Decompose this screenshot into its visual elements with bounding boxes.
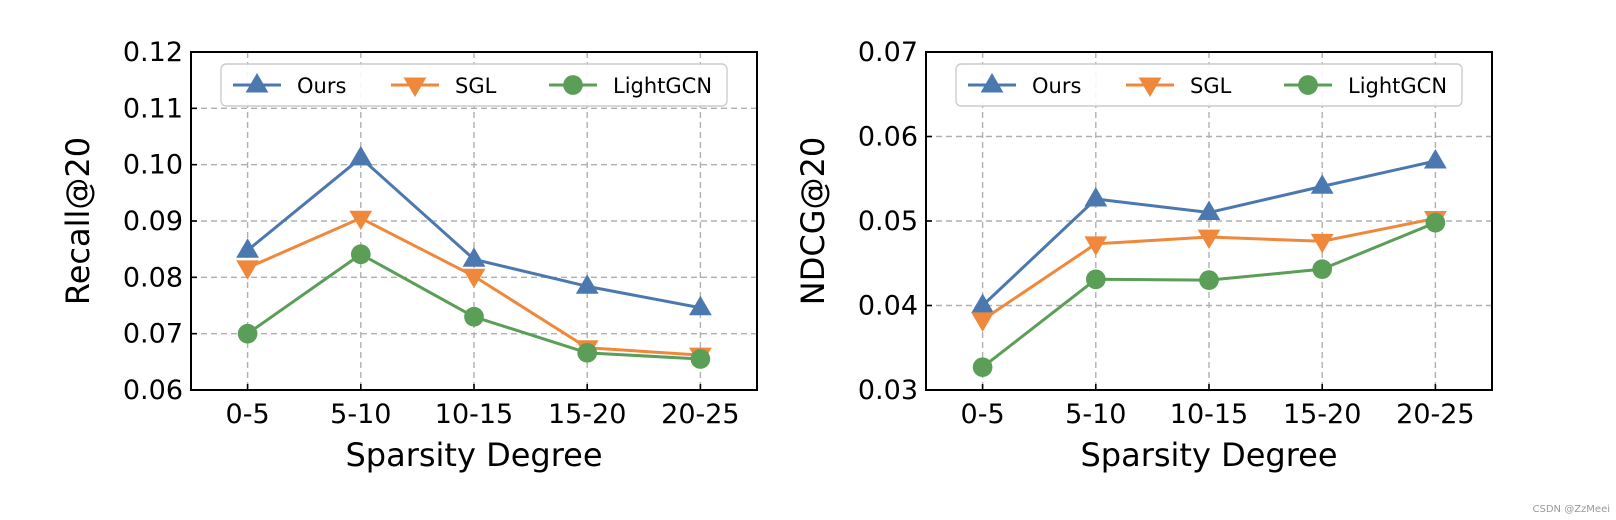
legend-marker	[403, 77, 427, 97]
data-point	[1312, 259, 1333, 280]
legend-box	[955, 63, 1463, 107]
legend-marker	[1138, 77, 1162, 97]
data-point	[1310, 174, 1334, 194]
x-tick-label: 15-20	[548, 399, 626, 430]
series-lightgcn	[972, 212, 1446, 378]
y-tick-label: 0.06	[858, 122, 918, 153]
series-lightgcn	[237, 244, 711, 369]
data-point	[1199, 270, 1219, 290]
chart-panel-1: 0.06 0.07 0.08 0.09 0.10 0.11 0.12 0-5 5-10 10-15…	[59, 37, 758, 474]
x-axis-title: Sparsity Degree	[345, 436, 602, 474]
series-ours	[971, 149, 1447, 313]
data-point	[971, 293, 994, 313]
x-tick-label: 10-15	[435, 399, 513, 430]
legend-marker	[1298, 75, 1318, 95]
data-point	[350, 244, 371, 265]
data-point	[1085, 269, 1106, 290]
y-tick-label: 0.08	[123, 262, 183, 293]
series-ours	[236, 145, 712, 316]
y-tick-label: 0.11	[123, 93, 183, 124]
y-tick-label: 0.04	[858, 291, 918, 322]
data-point	[971, 312, 994, 332]
data-point	[462, 268, 486, 289]
data-point	[1197, 200, 1221, 220]
legend-entry-lightgcn: LightGCN	[1284, 74, 1447, 98]
y-tick-label: 0.07	[123, 319, 183, 350]
data-point	[690, 349, 711, 369]
y-tick-label: 0.10	[123, 150, 183, 181]
legend: Ours SGL LightGCN	[955, 63, 1463, 107]
legend-entry-sgl: SGL	[1126, 74, 1232, 98]
watermark: CSDN @ZzMeei	[1532, 504, 1611, 515]
data-point	[689, 295, 712, 316]
legend-box	[220, 63, 728, 107]
y-tick-label: 0.03	[858, 375, 918, 406]
data-point	[349, 210, 373, 231]
data-point	[462, 247, 486, 267]
data-point	[1425, 212, 1446, 233]
data-point	[577, 342, 598, 363]
x-axis-title: Sparsity Degree	[1080, 436, 1337, 474]
data-point	[1424, 149, 1447, 169]
legend-label: Ours	[297, 74, 346, 98]
legend: Ours SGL LightGCN	[220, 63, 728, 107]
x-tick-label: 10-15	[1170, 399, 1248, 430]
x-tick-label: 0-5	[961, 399, 1005, 430]
data-point	[236, 260, 259, 280]
data-point	[575, 274, 599, 294]
data-point	[972, 357, 993, 378]
legend-label: LightGCN	[1348, 74, 1447, 98]
data-point	[237, 323, 258, 344]
legend-marker	[563, 75, 583, 95]
x-tick-label: 20-25	[661, 399, 739, 430]
y-tick-label: 0.09	[123, 206, 183, 237]
x-tick-label: 0-5	[226, 399, 270, 430]
legend-marker	[980, 73, 1004, 93]
y-tick-label: 0.06	[123, 375, 183, 406]
data-point	[236, 238, 259, 258]
legend-entry-lightgcn: LightGCN	[549, 74, 712, 98]
legend-label: SGL	[455, 74, 497, 98]
data-point	[349, 145, 373, 166]
legend-entry-sgl: SGL	[391, 74, 497, 98]
x-tick-label: 15-20	[1283, 399, 1361, 430]
y-tick-label: 0.07	[858, 37, 918, 68]
data-point	[1310, 233, 1334, 254]
legend-entry-ours: Ours	[233, 73, 346, 98]
data-point	[464, 306, 484, 327]
legend-marker	[245, 73, 269, 93]
legend-label: Ours	[1032, 74, 1081, 98]
y-tick-label: 0.05	[858, 206, 918, 237]
y-axis-title: Recall@20	[59, 137, 97, 305]
data-point	[1084, 236, 1108, 256]
legend-label: LightGCN	[613, 74, 712, 98]
x-tick-label: 5-10	[1065, 399, 1126, 430]
x-tick-label: 5-10	[330, 399, 391, 430]
y-tick-label: 0.12	[123, 37, 183, 68]
y-axis-title: NDCG@20	[794, 137, 832, 305]
x-tick-label: 20-25	[1396, 399, 1474, 430]
legend-label: SGL	[1190, 74, 1232, 98]
data-point	[1197, 229, 1221, 250]
data-point	[1084, 187, 1108, 207]
chart-panel-2: 0.03 0.04 0.05 0.06 0.07 0-5 5-10 10-15 15-20 20-…	[794, 37, 1493, 474]
series-sgl	[971, 211, 1447, 332]
legend-entry-ours: Ours	[968, 73, 1081, 98]
